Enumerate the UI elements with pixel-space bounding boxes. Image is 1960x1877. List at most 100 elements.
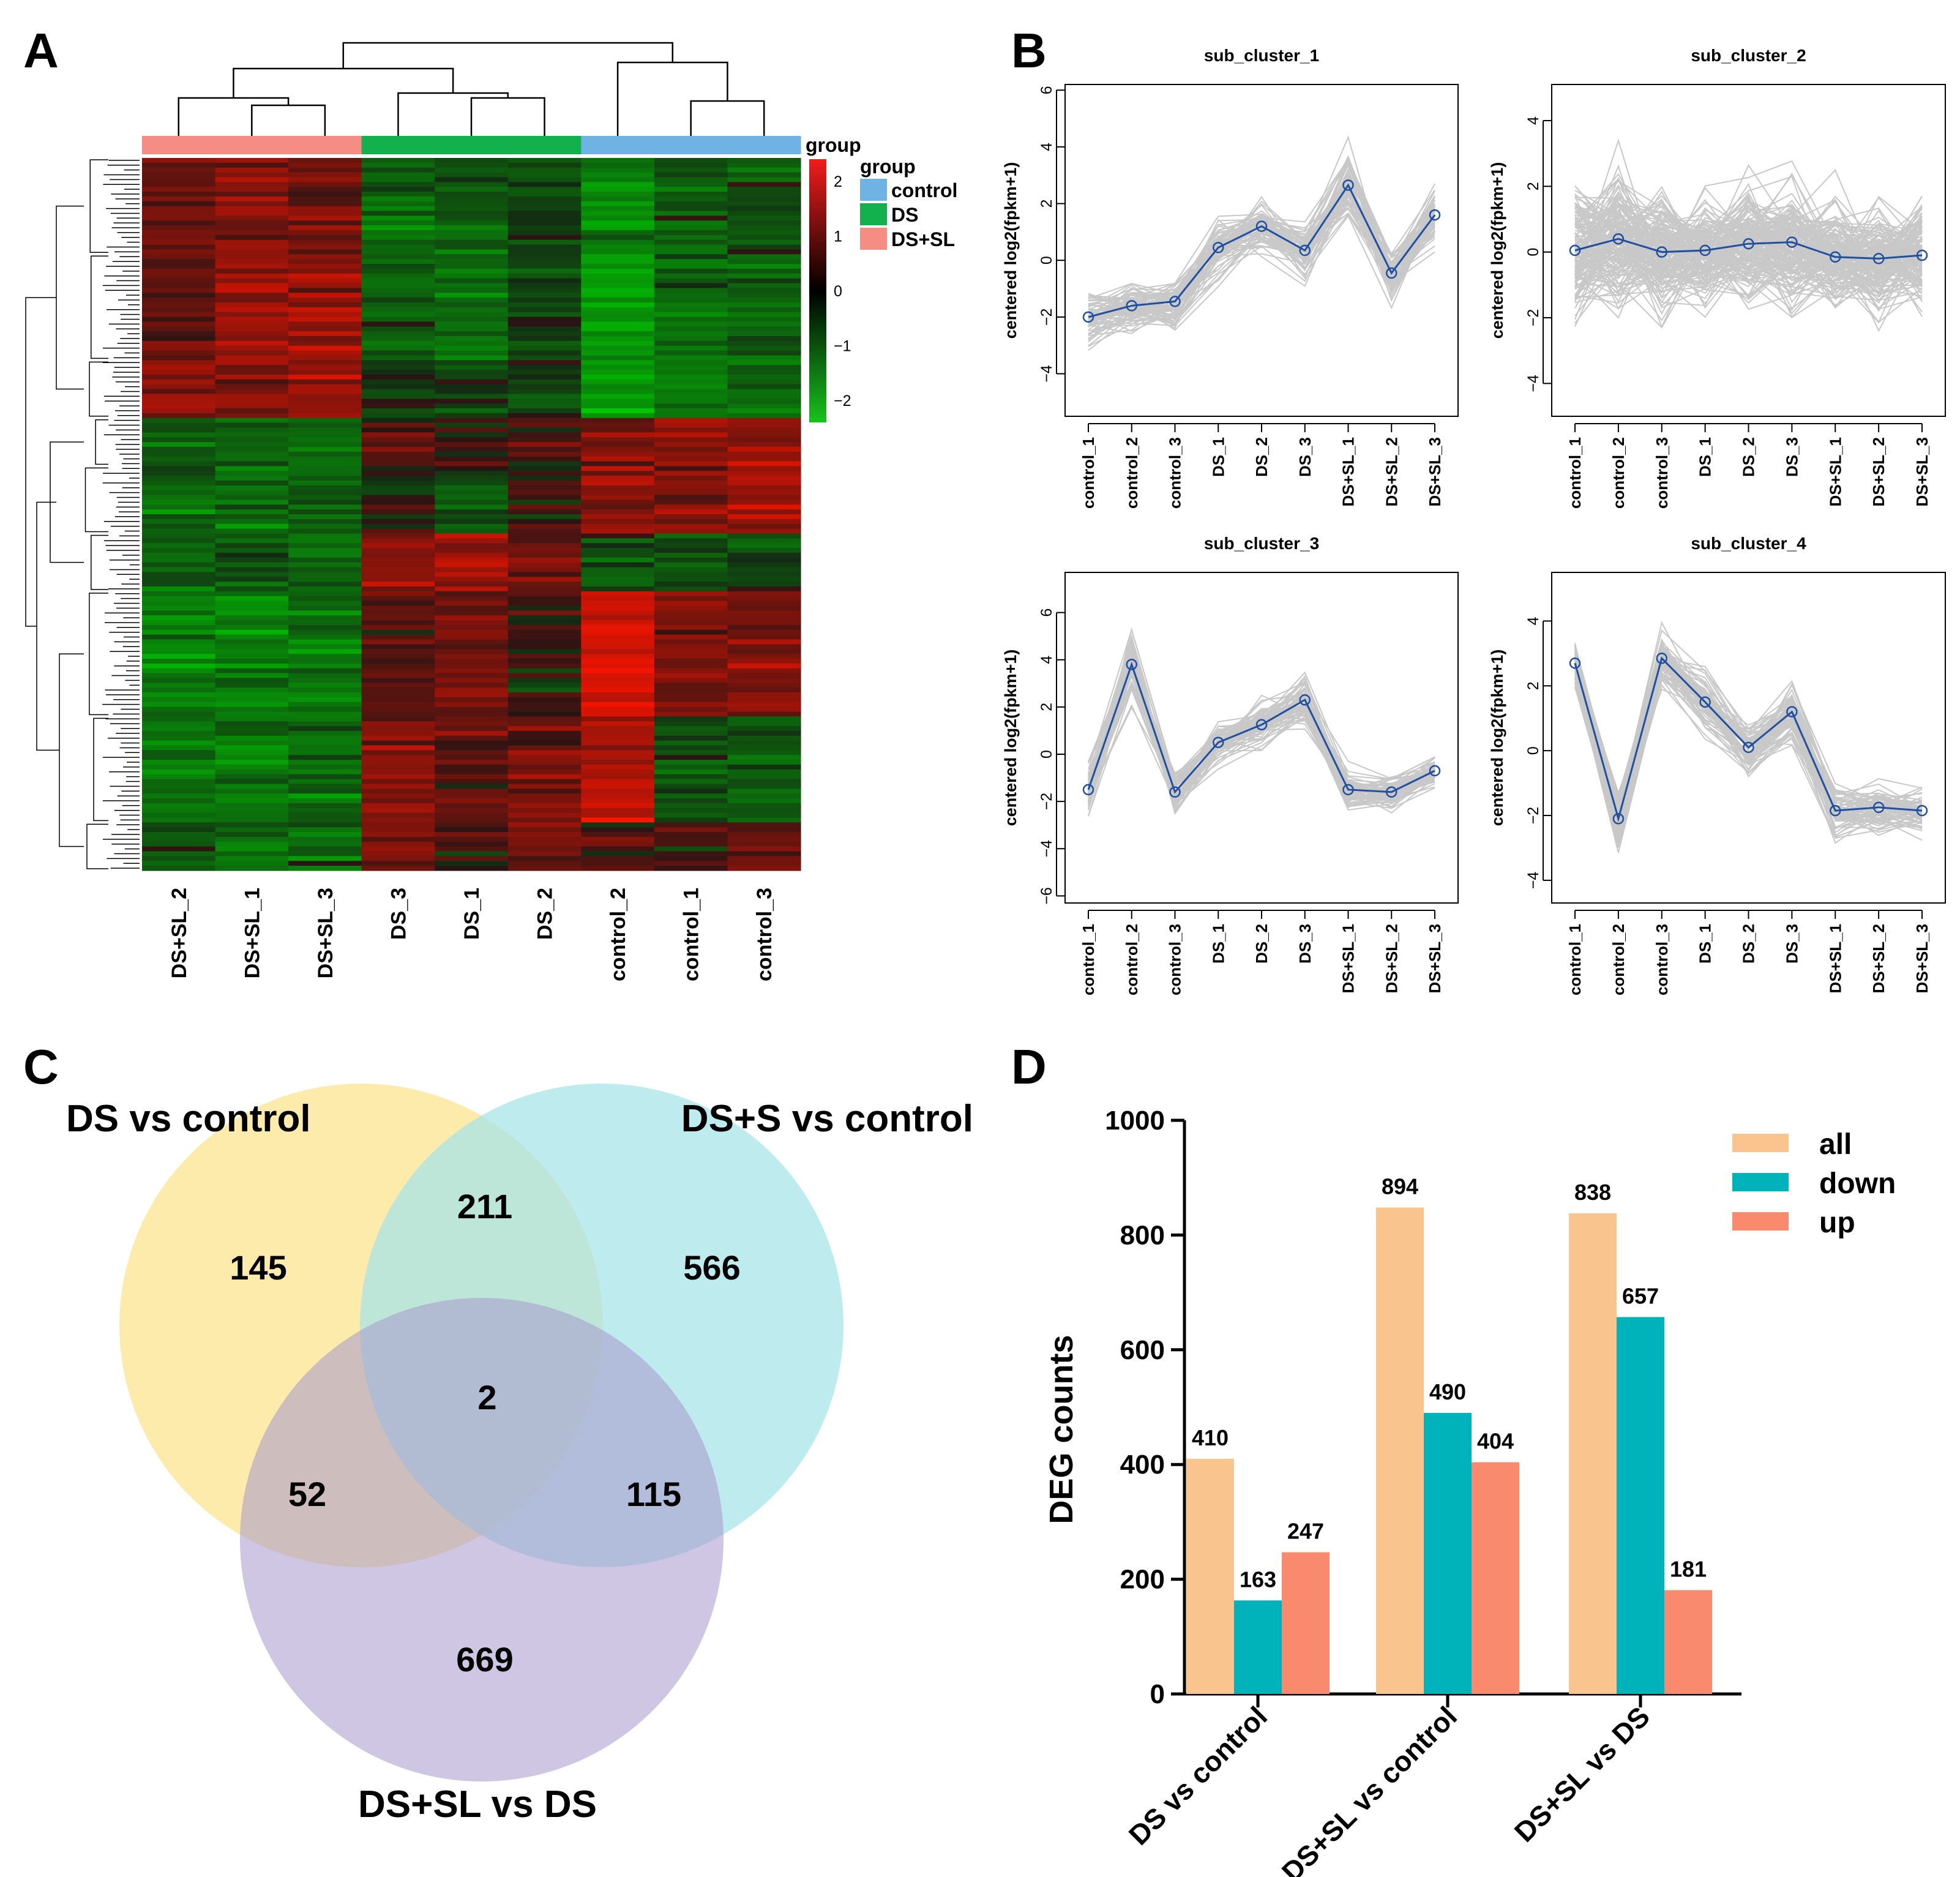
heatmap-cell <box>142 234 216 241</box>
heatmap-cell <box>142 360 216 365</box>
heatmap-cell <box>215 514 289 520</box>
heatmap-cell <box>361 683 435 688</box>
heatmap-cell <box>654 538 728 544</box>
heatmap-cell <box>435 591 509 597</box>
venn-region-only-3: 669 <box>456 1640 513 1679</box>
heatmap-cell <box>361 403 435 409</box>
heatmap-cell <box>215 234 289 241</box>
heatmap-cell <box>654 841 728 847</box>
heatmap-cell <box>361 490 435 496</box>
heatmap-cell <box>654 413 728 419</box>
heatmap-cell <box>215 321 289 327</box>
heatmap-cell <box>142 312 216 318</box>
heatmap-cell <box>288 326 362 332</box>
heatmap-cell <box>142 856 216 861</box>
heatmap-cell <box>215 562 289 568</box>
heatmap-cell <box>215 683 289 688</box>
heatmap-cell <box>435 706 509 713</box>
heatmap-cell <box>142 822 216 828</box>
heatmap-cell <box>507 331 582 337</box>
heatmap-cell <box>727 663 801 669</box>
heatmap-cell <box>581 760 655 765</box>
x-tick-label: DS_1 <box>1209 924 1227 964</box>
heatmap-cell <box>142 687 216 693</box>
heatmap-cell <box>435 321 509 327</box>
heatmap-cell <box>581 683 655 688</box>
legend-label-up: up <box>1819 1207 1855 1239</box>
heatmap-cell <box>215 259 289 264</box>
heatmap-cell <box>507 162 582 168</box>
heatmap-cell <box>288 567 362 572</box>
heatmap-cell <box>727 548 801 553</box>
heatmap-cell <box>215 456 289 462</box>
heatmap-cell <box>361 196 435 202</box>
heatmap-cell <box>288 615 362 621</box>
heatmap-cell <box>215 249 289 255</box>
heatmap-cell <box>215 413 289 419</box>
heatmap-cell <box>654 230 728 236</box>
heatmap-cell <box>215 162 289 168</box>
x-tick-label: control_3 <box>1653 924 1671 995</box>
heatmap-cell <box>435 268 509 274</box>
x-tick-label: DS_3 <box>1296 437 1314 477</box>
heatmap-cell <box>727 374 801 380</box>
heatmap-cell <box>581 408 655 414</box>
cluster-mean-point <box>1213 242 1224 253</box>
heatmap-cell <box>581 610 655 616</box>
heatmap-cell <box>142 610 216 616</box>
heatmap-cell <box>507 225 582 231</box>
heatmap-cell <box>361 605 435 611</box>
heatmap-cell <box>727 283 801 288</box>
heatmap-cell <box>581 523 655 530</box>
heatmap-cell <box>727 827 801 833</box>
heatmap-cell <box>727 312 801 318</box>
heatmap-cell <box>507 254 582 260</box>
heatmap-cell <box>507 451 582 457</box>
heatmap-cell <box>581 740 655 746</box>
heatmap-cell <box>727 629 801 635</box>
heatmap-cell <box>142 278 216 284</box>
gene-trace <box>1088 670 1435 809</box>
gene-trace <box>1574 212 1923 259</box>
heatmap-cell <box>581 658 655 664</box>
heatmap-cell <box>288 726 362 732</box>
heatmap-cell <box>142 340 216 347</box>
heatmap-cell <box>507 769 582 775</box>
bar-down <box>1424 1412 1472 1694</box>
heatmap-cell <box>215 336 289 342</box>
heatmap-cell <box>581 394 655 399</box>
heatmap-cell <box>361 379 435 385</box>
heatmap-cell <box>727 307 801 313</box>
heatmap-cell <box>435 350 509 356</box>
column-dendrogram-branch <box>616 61 728 136</box>
heatmap-cell <box>215 523 289 530</box>
heatmap-cell <box>288 249 362 255</box>
heatmap-cell <box>288 750 362 755</box>
heatmap-cell <box>581 307 655 313</box>
heatmap-cell <box>435 557 509 563</box>
heatmap-cell <box>215 673 289 679</box>
heatmap-cell <box>727 340 801 347</box>
heatmap-cell <box>288 533 362 539</box>
heatmap-cell <box>727 196 801 202</box>
heatmap-cell <box>142 629 216 635</box>
cluster-mean-point <box>1786 236 1798 248</box>
heatmap-cell <box>288 610 362 616</box>
heatmap-cell <box>361 812 435 819</box>
heatmap-cell <box>361 687 435 693</box>
heatmap-cell <box>727 244 801 250</box>
bar-value-label: 181 <box>1670 1556 1707 1581</box>
y-tick-label: 200 <box>1120 1565 1165 1595</box>
heatmap-cell <box>142 745 216 751</box>
heatmap-cell <box>727 432 801 438</box>
heatmap-cell <box>727 317 801 323</box>
cluster-mean-point <box>1386 786 1397 798</box>
heatmap-cell <box>727 182 801 187</box>
y-tick-label: 4 <box>1038 143 1055 151</box>
heatmap-cell <box>142 634 216 640</box>
group-annotation-cell <box>361 136 435 154</box>
heatmap-cell <box>361 567 435 572</box>
heatmap-cell <box>142 846 216 852</box>
heatmap-cell <box>215 490 289 496</box>
color-scale-legend: 210−1−2 <box>809 159 851 422</box>
